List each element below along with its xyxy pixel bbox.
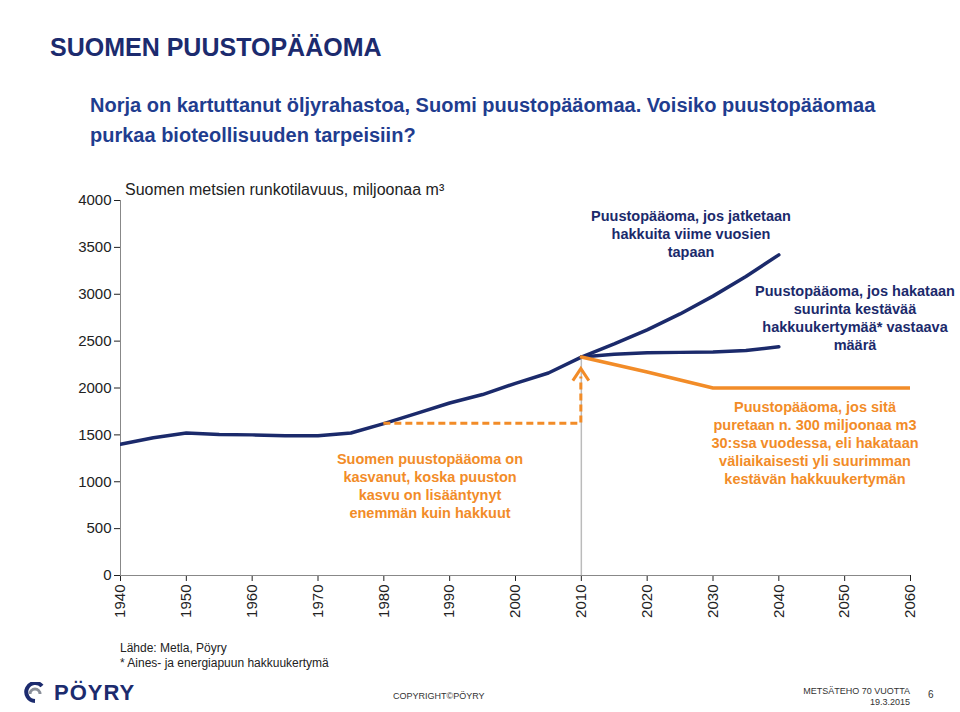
svg-text:1980: 1980 xyxy=(375,585,392,618)
svg-text:2050: 2050 xyxy=(835,585,852,618)
html-text:PÖYRY: PÖYRY xyxy=(54,680,136,705)
svg-text:500: 500 xyxy=(86,519,111,536)
svg-text:2500: 2500 xyxy=(78,332,111,349)
html-text:COPYRIGHT©PÖYRY: COPYRIGHT©PÖYRY xyxy=(393,691,485,701)
html-text:SUOMEN PUUSTOPÄÄOMA: SUOMEN PUUSTOPÄÄOMA xyxy=(50,33,382,61)
html-text:Suomen puustopääoma on kasvanu: Suomen puustopääoma on kasvanut, koska p… xyxy=(337,451,523,521)
html-text:19.3.2015: 19.3.2015 xyxy=(870,697,910,707)
svg-text:1970: 1970 xyxy=(309,585,326,618)
svg-text:1960: 1960 xyxy=(243,585,260,618)
svg-text:4000: 4000 xyxy=(78,191,111,208)
svg-text:2040: 2040 xyxy=(770,585,787,618)
svg-text:2000: 2000 xyxy=(78,379,111,396)
svg-text:0: 0 xyxy=(103,566,111,583)
svg-text:1950: 1950 xyxy=(177,585,194,618)
svg-text:1500: 1500 xyxy=(78,426,111,443)
svg-text:3000: 3000 xyxy=(78,285,111,302)
svg-text:2030: 2030 xyxy=(704,585,721,618)
svg-text:3500: 3500 xyxy=(78,238,111,255)
svg-text:2000: 2000 xyxy=(506,585,523,618)
html-text:Puustopääoma, jos hakataan suu: Puustopääoma, jos hakataan suurinta kest… xyxy=(755,283,955,353)
svg-text:2060: 2060 xyxy=(901,585,918,618)
html-text:Norja on kartuttanut öljyrahas: Norja on kartuttanut öljyrahastoa, Suomi… xyxy=(90,94,876,146)
html-text:* Aines- ja energiapuun hakkuu: * Aines- ja energiapuun hakkuukertymä xyxy=(120,656,329,670)
svg-text:1940: 1940 xyxy=(111,585,128,618)
svg-text:1990: 1990 xyxy=(440,585,457,618)
html-text:6: 6 xyxy=(928,689,934,700)
html-text:Puustopääoma, jos jatketaan ha: Puustopääoma, jos jatketaan hakkuita vii… xyxy=(591,208,791,260)
svg-text:1000: 1000 xyxy=(78,473,111,490)
html-text:Puustopääoma, jos sitä puretaa: Puustopääoma, jos sitä puretaan n. 300 m… xyxy=(711,399,919,487)
html-text:METSÄTEHO 70 VUOTTA: METSÄTEHO 70 VUOTTA xyxy=(803,686,910,696)
html-text:Suomen metsien runkotilavuus,: Suomen metsien runkotilavuus, miljoonaa … xyxy=(125,181,445,198)
html-text:Lähde: Metla, Pöyry: Lähde: Metla, Pöyry xyxy=(120,641,227,655)
svg-text:2010: 2010 xyxy=(572,585,589,618)
svg-text:2020: 2020 xyxy=(638,585,655,618)
